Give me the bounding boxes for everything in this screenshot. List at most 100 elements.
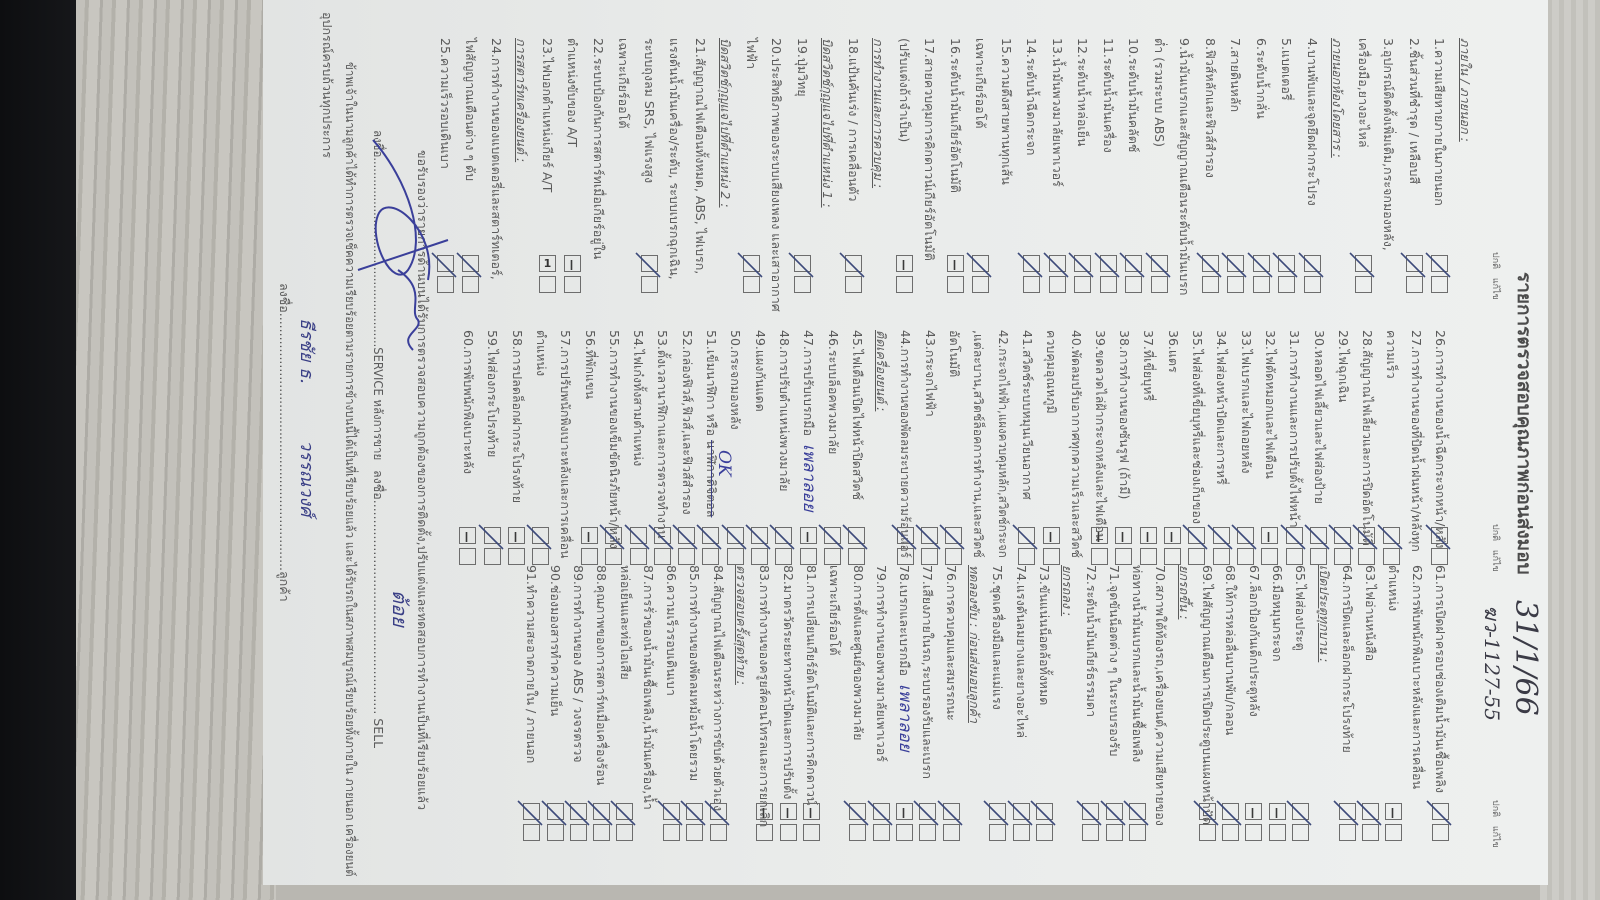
checkbox-fixed[interactable] bbox=[702, 548, 720, 565]
checkbox-fixed[interactable] bbox=[653, 548, 671, 565]
checkbox-normal[interactable] bbox=[478, 524, 504, 550]
checkbox-fixed[interactable] bbox=[779, 824, 797, 841]
checkbox-fixed[interactable] bbox=[921, 548, 939, 565]
checkbox-normal[interactable] bbox=[779, 803, 797, 820]
checkbox-normal[interactable] bbox=[704, 800, 730, 826]
checkbox-normal[interactable] bbox=[842, 524, 868, 550]
checkbox-fixed[interactable] bbox=[872, 824, 890, 841]
checkbox-fixed[interactable] bbox=[1292, 824, 1310, 841]
checkbox-fixed[interactable] bbox=[1091, 548, 1109, 565]
checkbox-normal[interactable] bbox=[1139, 527, 1157, 544]
checkbox-fixed[interactable] bbox=[1042, 548, 1060, 565]
checkbox-fixed[interactable] bbox=[1048, 276, 1066, 293]
checkbox-normal[interactable] bbox=[1094, 252, 1120, 278]
checkbox-fixed[interactable] bbox=[686, 824, 704, 841]
checkbox-fixed[interactable] bbox=[1139, 548, 1157, 565]
checkbox-fixed[interactable] bbox=[538, 276, 556, 293]
checkbox-normal[interactable] bbox=[1286, 800, 1312, 826]
checkbox-normal[interactable] bbox=[1385, 803, 1403, 820]
checkbox-fixed[interactable] bbox=[919, 824, 937, 841]
checkbox-normal[interactable] bbox=[1193, 800, 1219, 826]
checkbox-fixed[interactable] bbox=[895, 276, 913, 293]
checkbox-normal[interactable] bbox=[843, 800, 870, 826]
checkbox-fixed[interactable] bbox=[1227, 276, 1245, 293]
checkbox-normal[interactable] bbox=[564, 255, 582, 272]
checkbox-normal[interactable] bbox=[839, 252, 865, 278]
checkbox-normal[interactable] bbox=[1328, 524, 1354, 550]
checkbox-fixed[interactable] bbox=[1261, 548, 1279, 565]
checkbox-normal[interactable] bbox=[1068, 252, 1094, 278]
checkbox-normal[interactable] bbox=[1115, 527, 1133, 544]
checkbox-normal[interactable] bbox=[564, 800, 590, 826]
checkbox-fixed[interactable] bbox=[1303, 276, 1321, 293]
checkbox-fixed[interactable] bbox=[799, 548, 817, 565]
checkbox-normal[interactable] bbox=[1017, 252, 1043, 278]
checkbox-fixed[interactable] bbox=[989, 824, 1007, 841]
checkbox-fixed[interactable] bbox=[564, 276, 582, 293]
checkbox-normal[interactable] bbox=[1091, 527, 1109, 544]
checkbox-normal[interactable] bbox=[1261, 527, 1279, 544]
checkbox-fixed[interactable] bbox=[483, 548, 501, 565]
checkbox-normal[interactable] bbox=[623, 524, 650, 550]
checkbox-fixed[interactable] bbox=[1222, 824, 1240, 841]
checkbox-normal[interactable] bbox=[1280, 524, 1306, 550]
checkbox-fixed[interactable] bbox=[523, 824, 541, 841]
checkbox-normal[interactable] bbox=[657, 800, 683, 826]
checkbox-normal[interactable] bbox=[745, 524, 771, 550]
checkbox-normal[interactable] bbox=[526, 524, 552, 550]
checkbox-normal[interactable] bbox=[1400, 252, 1426, 278]
checkbox-fixed[interactable] bbox=[1382, 548, 1400, 565]
checkbox-normal[interactable] bbox=[1352, 524, 1379, 550]
checkbox-fixed[interactable] bbox=[751, 548, 769, 565]
checkbox-normal[interactable] bbox=[1377, 524, 1403, 550]
checkbox-normal[interactable] bbox=[1030, 800, 1056, 826]
checkbox-fixed[interactable] bbox=[1164, 548, 1182, 565]
checkbox-normal[interactable] bbox=[456, 252, 482, 278]
checkbox-fixed[interactable] bbox=[849, 824, 867, 841]
checkbox-fixed[interactable] bbox=[459, 548, 477, 565]
checkbox-fixed[interactable] bbox=[1334, 548, 1352, 565]
checkbox-fixed[interactable] bbox=[629, 548, 647, 565]
checkbox-fixed[interactable] bbox=[1431, 276, 1449, 293]
checkbox-normal[interactable] bbox=[818, 524, 844, 550]
checkbox-fixed[interactable] bbox=[1236, 548, 1254, 565]
checkbox-fixed[interactable] bbox=[726, 548, 744, 565]
checkbox-normal[interactable] bbox=[541, 800, 567, 826]
checkbox-normal[interactable] bbox=[721, 524, 747, 550]
checkbox-fixed[interactable] bbox=[942, 824, 960, 841]
checkbox-normal[interactable] bbox=[1207, 524, 1233, 550]
checkbox-fixed[interactable] bbox=[896, 548, 914, 565]
checkbox-fixed[interactable] bbox=[1099, 276, 1117, 293]
checkbox-normal[interactable] bbox=[939, 524, 965, 550]
checkbox-fixed[interactable] bbox=[605, 548, 623, 565]
checkbox-normal[interactable] bbox=[896, 803, 914, 820]
checkbox-fixed[interactable] bbox=[1198, 824, 1216, 841]
checkbox-fixed[interactable] bbox=[802, 824, 820, 841]
checkbox-fixed[interactable] bbox=[532, 548, 550, 565]
checkbox-normal[interactable] bbox=[1221, 252, 1247, 278]
checkbox-normal[interactable] bbox=[799, 527, 817, 544]
checkbox-normal[interactable] bbox=[895, 255, 913, 272]
checkbox-fixed[interactable] bbox=[1125, 276, 1143, 293]
checkbox-fixed[interactable] bbox=[1268, 824, 1286, 841]
checkbox-fixed[interactable] bbox=[1074, 276, 1092, 293]
checkbox-normal[interactable] bbox=[756, 803, 774, 820]
checkbox-normal[interactable] bbox=[680, 800, 706, 826]
checkbox-fixed[interactable] bbox=[946, 276, 964, 293]
checkbox-normal[interactable] bbox=[1043, 252, 1069, 278]
checkbox-normal[interactable] bbox=[648, 524, 674, 550]
checkbox-fixed[interactable] bbox=[1309, 548, 1327, 565]
checkbox-fixed[interactable] bbox=[678, 548, 696, 565]
checkbox-fixed[interactable] bbox=[1405, 276, 1423, 293]
checkbox-normal[interactable] bbox=[1076, 800, 1102, 826]
checkbox-fixed[interactable] bbox=[616, 824, 634, 841]
checkbox-normal[interactable] bbox=[1268, 803, 1286, 820]
checkbox-fixed[interactable] bbox=[546, 824, 564, 841]
checkbox-fixed[interactable] bbox=[593, 824, 611, 841]
checkbox-fixed[interactable] bbox=[823, 548, 841, 565]
checkbox-normal[interactable] bbox=[1196, 252, 1222, 278]
checkbox-fixed[interactable] bbox=[1212, 548, 1230, 565]
checkbox-normal[interactable] bbox=[508, 527, 526, 544]
checkbox-fixed[interactable] bbox=[569, 824, 587, 841]
checkbox-normal[interactable] bbox=[737, 252, 763, 278]
